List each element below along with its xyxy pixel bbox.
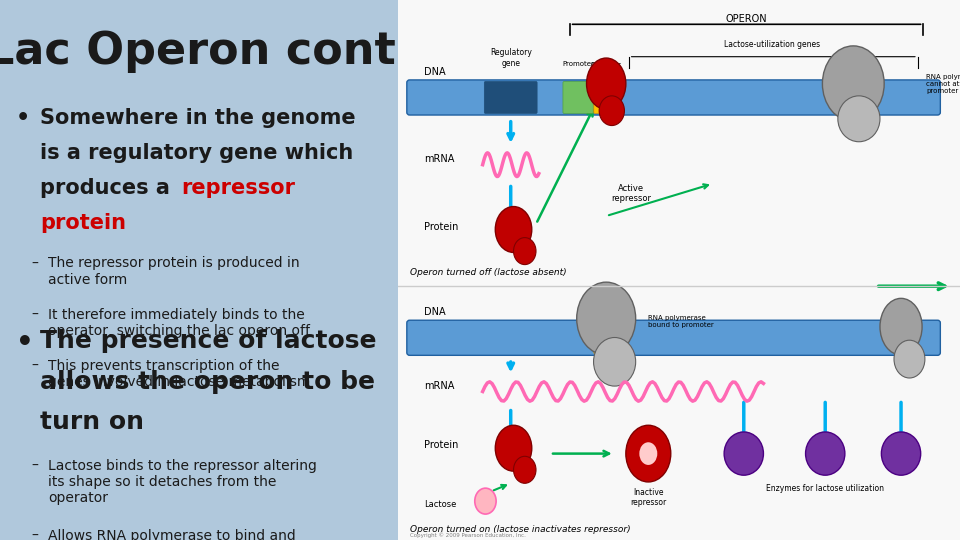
- Text: protein: protein: [40, 213, 126, 233]
- Text: –: –: [32, 308, 38, 322]
- Ellipse shape: [823, 46, 884, 122]
- Text: allows the operon to be: allows the operon to be: [40, 370, 374, 394]
- FancyBboxPatch shape: [594, 82, 618, 113]
- Ellipse shape: [514, 238, 536, 265]
- Text: Lactose-utilization genes: Lactose-utilization genes: [724, 39, 820, 49]
- Text: •: •: [16, 329, 34, 357]
- Text: Inactive
repressor: Inactive repressor: [630, 488, 666, 507]
- Text: This prevents transcription of the
genes involved in lactose metabolism: This prevents transcription of the genes…: [48, 359, 310, 389]
- Text: Operon turned off (lactose absent): Operon turned off (lactose absent): [410, 268, 566, 278]
- Text: is a regulatory gene which: is a regulatory gene which: [40, 143, 353, 163]
- Text: Somewhere in the genome: Somewhere in the genome: [40, 108, 355, 128]
- Ellipse shape: [880, 298, 923, 355]
- Text: Promoter: Promoter: [563, 62, 594, 68]
- Text: –: –: [32, 256, 38, 271]
- Text: Lac Operon cont.: Lac Operon cont.: [0, 30, 413, 73]
- FancyBboxPatch shape: [407, 80, 941, 115]
- Text: RNA polymerase
bound to promoter: RNA polymerase bound to promoter: [648, 315, 714, 328]
- Text: DNA: DNA: [423, 307, 445, 317]
- Text: Regulatory
gene: Regulatory gene: [490, 48, 532, 68]
- Text: turn on: turn on: [40, 410, 144, 434]
- Ellipse shape: [626, 426, 671, 482]
- Text: –: –: [32, 459, 38, 473]
- Ellipse shape: [881, 432, 921, 475]
- Ellipse shape: [593, 338, 636, 386]
- Ellipse shape: [724, 432, 763, 475]
- Ellipse shape: [894, 340, 924, 378]
- Text: It therefore immediately binds to the
operator, switching the lac operon off: It therefore immediately binds to the op…: [48, 308, 310, 338]
- Ellipse shape: [495, 426, 532, 471]
- FancyBboxPatch shape: [563, 82, 593, 113]
- Text: Protein: Protein: [423, 222, 458, 232]
- Text: RNA polymerase
cannot attach to
promoter: RNA polymerase cannot attach to promoter: [926, 73, 960, 94]
- Ellipse shape: [587, 58, 626, 109]
- Polygon shape: [398, 0, 960, 286]
- Text: Allows RNA polymerase to bind and
transcribe the genes for making the
enzymes ne: Allows RNA polymerase to bind and transc…: [48, 529, 299, 540]
- Text: DNA: DNA: [423, 66, 445, 77]
- Text: Active
repressor: Active repressor: [612, 184, 652, 203]
- Ellipse shape: [495, 206, 532, 252]
- Text: –: –: [32, 529, 38, 540]
- Ellipse shape: [599, 96, 624, 126]
- FancyBboxPatch shape: [594, 322, 618, 354]
- Text: –: –: [32, 359, 38, 373]
- Text: Lactose: Lactose: [423, 501, 456, 509]
- Ellipse shape: [514, 456, 536, 483]
- Text: OPERON: OPERON: [726, 14, 767, 24]
- Text: produces a: produces a: [40, 178, 177, 198]
- Ellipse shape: [577, 282, 636, 355]
- Ellipse shape: [805, 432, 845, 475]
- Text: The repressor protein is produced in
active form: The repressor protein is produced in act…: [48, 256, 300, 287]
- Text: repressor: repressor: [181, 178, 296, 198]
- Polygon shape: [398, 286, 960, 540]
- FancyBboxPatch shape: [407, 320, 941, 355]
- Text: Lactose binds to the repressor altering
its shape so it detaches from the
operat: Lactose binds to the repressor altering …: [48, 459, 317, 505]
- Text: Operator: Operator: [590, 62, 622, 68]
- Text: Enzymes for lactose utilization: Enzymes for lactose utilization: [766, 484, 884, 494]
- Ellipse shape: [639, 442, 658, 465]
- Text: Operon turned on (lactose inactivates repressor): Operon turned on (lactose inactivates re…: [410, 525, 631, 534]
- Text: Protein: Protein: [423, 441, 458, 450]
- Text: •: •: [16, 108, 30, 128]
- Text: Copyright © 2009 Pearson Education, Inc.: Copyright © 2009 Pearson Education, Inc.: [410, 532, 525, 538]
- Text: The presence of lactose: The presence of lactose: [40, 329, 376, 353]
- FancyBboxPatch shape: [485, 82, 537, 113]
- Ellipse shape: [838, 96, 880, 142]
- Ellipse shape: [475, 488, 496, 514]
- Text: mRNA: mRNA: [423, 154, 454, 164]
- Text: mRNA: mRNA: [423, 381, 454, 391]
